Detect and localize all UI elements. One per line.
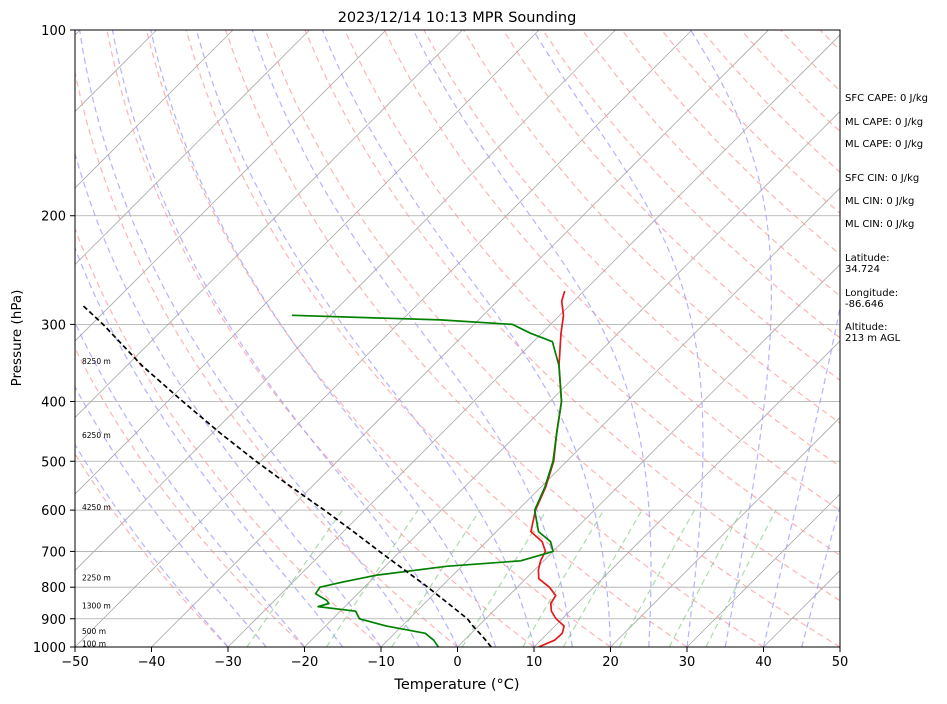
- x-axis-label: Temperature (°C): [393, 677, 519, 693]
- moist-adiabat-line: [196, 30, 534, 647]
- x-tick-label: −30: [214, 655, 241, 670]
- x-tick-label: 20: [602, 655, 619, 670]
- dry-adiabat-line: [0, 30, 228, 647]
- annotation-latitude: Latitude: 34.724: [845, 253, 890, 275]
- plot-frame: [75, 30, 840, 647]
- x-tick-label: 10: [526, 655, 543, 670]
- x-tick-label: 0: [453, 655, 461, 670]
- dry-adiabat-line: [28, 30, 381, 647]
- y-tick-label: 200: [41, 210, 66, 225]
- mixing-ratio-line: [669, 510, 741, 647]
- chart-title: 2023/12/14 10:13 MPR Sounding: [338, 10, 577, 26]
- isotherm-line: [0, 30, 539, 647]
- isotherm-line: [305, 30, 922, 647]
- y-tick-label: 1000: [33, 641, 66, 656]
- annotation-longitude: Longitude: -86.646: [845, 288, 898, 310]
- isotherm-line: [0, 30, 616, 647]
- dry-adiabat-line: [226, 30, 764, 647]
- moist-adiabat-line: [533, 30, 703, 647]
- annotation-altitude: Altitude: 213 m AGL: [845, 322, 900, 344]
- height-label: 1300 m: [82, 602, 111, 611]
- x-axis-ticks: −50 −40 −30 −20 −10 0 10 20 30 40 50: [61, 647, 848, 670]
- x-tick-label: 40: [755, 655, 772, 670]
- moist-adiabat-line: [0, 30, 228, 647]
- y-tick-label: 100: [41, 24, 66, 39]
- moist-adiabat-line: [413, 30, 651, 647]
- y-axis-label: Pressure (hPa): [9, 290, 25, 387]
- height-label: 6250 m: [82, 431, 111, 440]
- isotherm-line: [0, 30, 4, 647]
- annotation-sfc-cin: SFC CIN: 0 J/kg: [845, 173, 919, 184]
- height-label: 500 m: [82, 627, 106, 636]
- profile-series-1: [292, 315, 562, 647]
- annotation-sfc-cape: SFC CAPE: 0 J/kg: [845, 93, 928, 104]
- x-tick-label: −10: [367, 655, 394, 670]
- y-tick-label: 800: [41, 581, 66, 596]
- profile-series-0: [531, 291, 565, 647]
- moist-adiabat-line: [151, 30, 496, 647]
- moist-adiabat-line: [24, 30, 342, 647]
- y-axis-ticks: 1000 900 800 700 600 500 400 300 200 100: [33, 24, 75, 656]
- mixing-ratio-line: [462, 510, 546, 647]
- mixing-ratio-line: [247, 510, 343, 647]
- annotation-ml-cin-1: ML CIN: 0 J/kg: [845, 196, 914, 207]
- x-tick-label: −50: [61, 655, 88, 670]
- x-tick-label: 50: [832, 655, 849, 670]
- moist-adiabat-line: [51, 30, 381, 647]
- y-tick-label: 400: [41, 395, 66, 410]
- x-tick-label: −20: [291, 655, 318, 670]
- y-tick-label: 300: [41, 318, 66, 333]
- x-tick-label: −40: [138, 655, 165, 670]
- isotherm-line: [75, 30, 692, 647]
- height-label: 2250 m: [82, 574, 111, 583]
- y-tick-label: 900: [41, 613, 66, 628]
- annotation-ml-cin-2: ML CIN: 0 J/kg: [845, 219, 914, 230]
- height-label: 4250 m: [82, 503, 111, 512]
- mixing-ratio-line: [706, 510, 776, 647]
- annotation-ml-cape-1: ML CAPE: 0 J/kg: [845, 117, 923, 128]
- annotation-ml-cape-2: ML CAPE: 0 J/kg: [845, 139, 923, 150]
- background-lines: [0, 30, 947, 647]
- y-tick-label: 600: [41, 504, 66, 519]
- y-tick-label: 500: [41, 455, 66, 470]
- height-label: 8250 m: [82, 357, 111, 366]
- gridlines: [75, 30, 840, 647]
- profile-series-2: [83, 306, 491, 647]
- y-tick-label: 700: [41, 545, 66, 560]
- profile-lines: [83, 291, 564, 647]
- x-tick-label: 30: [679, 655, 696, 670]
